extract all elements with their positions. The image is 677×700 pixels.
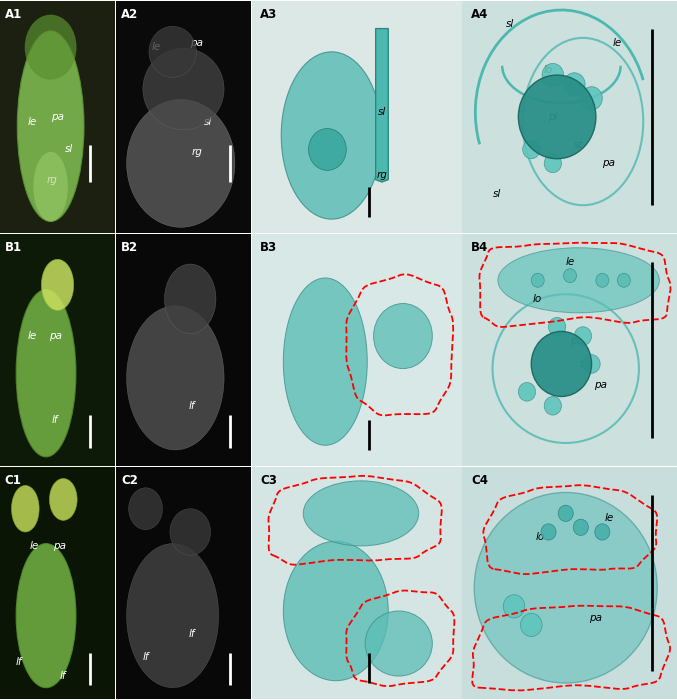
Text: le: le — [28, 116, 37, 127]
Ellipse shape — [16, 290, 76, 457]
Circle shape — [583, 355, 600, 373]
Circle shape — [548, 318, 566, 336]
Circle shape — [596, 273, 609, 287]
Ellipse shape — [16, 544, 76, 687]
Ellipse shape — [149, 27, 196, 78]
Text: pa: pa — [49, 331, 62, 341]
Text: lf: lf — [60, 671, 66, 681]
Text: lf: lf — [188, 629, 195, 639]
Text: pa: pa — [594, 380, 607, 390]
Ellipse shape — [303, 481, 418, 546]
Text: le: le — [604, 513, 613, 523]
Ellipse shape — [281, 52, 382, 219]
Ellipse shape — [129, 488, 162, 530]
Text: rg: rg — [376, 170, 387, 180]
Ellipse shape — [25, 15, 77, 80]
Text: sl: sl — [493, 188, 501, 199]
Ellipse shape — [49, 479, 77, 520]
Ellipse shape — [365, 611, 433, 676]
Circle shape — [617, 273, 630, 287]
Text: rg: rg — [192, 147, 202, 157]
Ellipse shape — [170, 509, 211, 555]
Text: B1: B1 — [5, 241, 22, 254]
Ellipse shape — [474, 493, 657, 683]
Text: B4: B4 — [471, 241, 488, 254]
Ellipse shape — [18, 31, 84, 221]
Text: lf: lf — [52, 414, 58, 425]
Text: st: st — [574, 140, 584, 150]
Text: A4: A4 — [471, 8, 488, 21]
Text: le: le — [565, 257, 575, 267]
Ellipse shape — [498, 248, 659, 313]
Text: lo: lo — [533, 294, 542, 304]
Text: sl: sl — [378, 107, 386, 118]
Circle shape — [523, 140, 540, 159]
Text: le: le — [613, 38, 622, 48]
Circle shape — [531, 273, 544, 287]
Text: rg: rg — [46, 174, 58, 185]
Circle shape — [563, 269, 577, 283]
Ellipse shape — [165, 264, 216, 334]
Text: B2: B2 — [121, 241, 138, 254]
Text: lo: lo — [536, 531, 544, 542]
Ellipse shape — [374, 304, 433, 369]
Text: pa: pa — [190, 38, 204, 48]
Circle shape — [573, 519, 588, 536]
Text: C4: C4 — [471, 474, 488, 487]
Ellipse shape — [284, 278, 368, 445]
Text: C3: C3 — [260, 474, 277, 487]
Text: le: le — [30, 541, 39, 551]
Circle shape — [574, 327, 592, 345]
Circle shape — [544, 396, 561, 415]
Text: A3: A3 — [260, 8, 278, 21]
Text: sl: sl — [204, 116, 212, 127]
Ellipse shape — [33, 152, 68, 221]
Text: A1: A1 — [5, 8, 22, 21]
Ellipse shape — [12, 486, 39, 532]
Circle shape — [559, 505, 573, 522]
Circle shape — [503, 595, 525, 618]
Text: le: le — [152, 42, 161, 52]
Circle shape — [542, 64, 563, 87]
Text: B3: B3 — [260, 241, 278, 254]
Circle shape — [521, 613, 542, 636]
Ellipse shape — [41, 260, 74, 311]
Text: pi: pi — [569, 336, 579, 346]
Text: pa: pa — [590, 613, 603, 623]
Text: lo: lo — [544, 65, 553, 76]
Circle shape — [531, 331, 592, 396]
Text: pa: pa — [603, 158, 615, 169]
Circle shape — [581, 87, 603, 110]
Ellipse shape — [127, 99, 235, 228]
Ellipse shape — [284, 541, 389, 680]
Text: sl: sl — [65, 144, 73, 155]
Circle shape — [541, 524, 556, 540]
Circle shape — [595, 524, 610, 540]
Circle shape — [563, 73, 585, 96]
Circle shape — [519, 382, 536, 401]
Text: C2: C2 — [121, 474, 138, 487]
Text: sl: sl — [506, 19, 514, 29]
Ellipse shape — [309, 129, 347, 170]
Circle shape — [519, 75, 596, 159]
Text: pa: pa — [51, 112, 64, 122]
Text: le: le — [28, 331, 37, 341]
Text: pi: pi — [548, 112, 558, 122]
Ellipse shape — [143, 48, 224, 130]
Ellipse shape — [127, 306, 224, 450]
Circle shape — [544, 154, 561, 173]
Text: lf: lf — [142, 652, 149, 662]
Text: C1: C1 — [5, 474, 22, 487]
Text: lf: lf — [15, 657, 22, 667]
Text: st: st — [580, 359, 590, 369]
FancyArrow shape — [376, 29, 389, 182]
Ellipse shape — [127, 544, 219, 687]
Text: lf: lf — [188, 401, 195, 411]
Text: A2: A2 — [121, 8, 138, 21]
Text: pa: pa — [53, 541, 66, 551]
